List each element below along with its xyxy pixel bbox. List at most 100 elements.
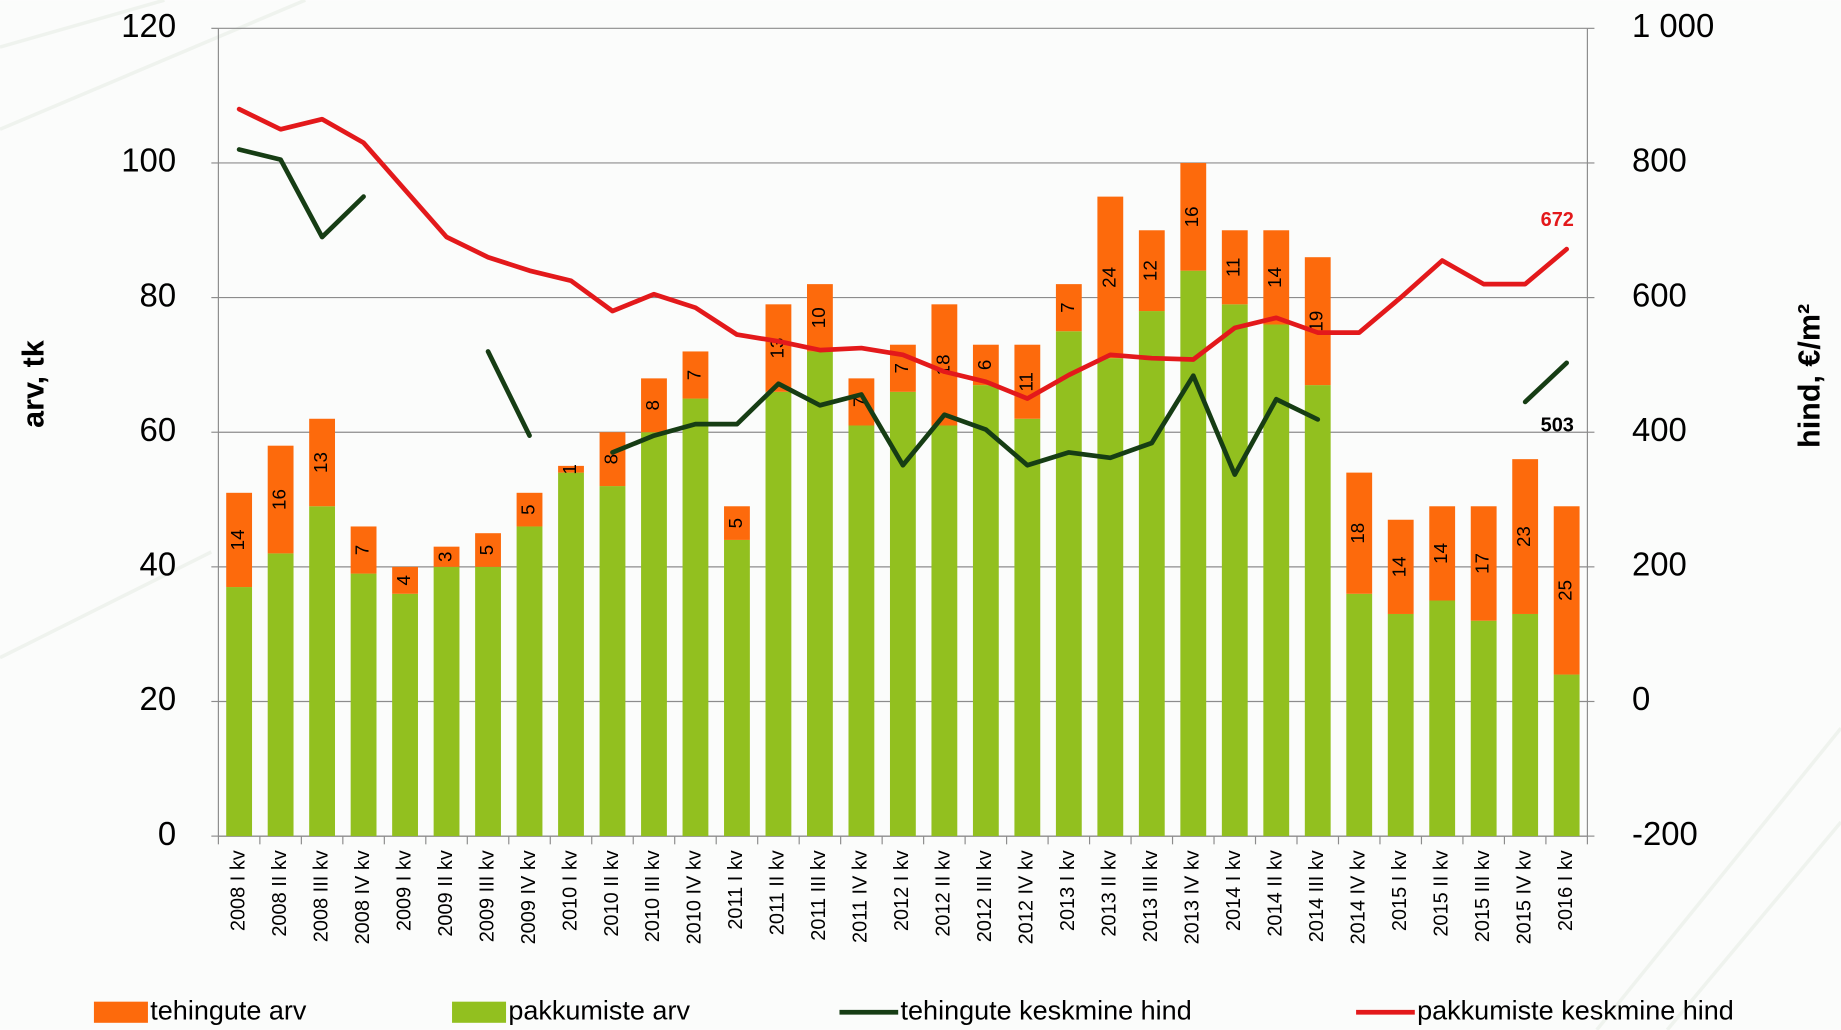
bar-segment — [1221, 304, 1248, 837]
bar-segment — [1055, 331, 1082, 837]
bar-segment — [1429, 600, 1456, 837]
bar-segment — [682, 398, 709, 837]
bar-segment — [392, 593, 418, 837]
x-tick-label: 2010 III kv — [642, 850, 664, 942]
y2-tick-label: 1 000 — [1632, 7, 1714, 44]
x-tick-label: 2012 I kv — [891, 850, 913, 931]
x-tick-label: 2009 II kv — [435, 850, 457, 936]
bar-segment — [309, 506, 336, 837]
data-label: 5 — [517, 504, 538, 514]
bar-segment — [724, 539, 750, 837]
bar-segment — [1553, 674, 1580, 837]
legend-label: pakkumiste keskmine hind — [1417, 995, 1734, 1025]
bar-segment — [765, 304, 792, 392]
data-label: 8 — [600, 454, 621, 464]
bar-segment — [931, 425, 958, 837]
bar-segment — [558, 465, 584, 473]
x-tick-label: 2015 I kv — [1389, 850, 1411, 931]
x-tick-label: 2011 I kv — [725, 850, 747, 929]
x-tick-label: 2011 III kv — [808, 850, 830, 941]
bar-segment — [1470, 620, 1497, 837]
bar-segment — [641, 432, 667, 837]
line-series — [236, 147, 1569, 477]
bar-segment — [641, 378, 667, 433]
bar-segment — [392, 566, 418, 594]
bar-segment — [972, 385, 999, 837]
bar-segment — [1387, 613, 1414, 837]
data-label: 3 — [435, 552, 456, 562]
bar-segment — [1470, 506, 1497, 621]
bar-segment — [682, 351, 709, 399]
y-tick-label: 120 — [121, 7, 176, 44]
data-label: 25 — [1555, 580, 1576, 601]
data-label: 6 — [974, 360, 995, 370]
bar-segment — [1138, 311, 1165, 837]
x-tick-label: 2008 IV kv — [352, 850, 374, 944]
line-series — [236, 106, 1569, 401]
x-tick-label: 2012 II kv — [933, 850, 955, 936]
y-tick-label: 40 — [140, 546, 177, 583]
data-label: 14 — [1430, 543, 1451, 564]
bar-segment — [1553, 506, 1580, 675]
y2-tick-label: -200 — [1632, 815, 1698, 852]
data-label: 10 — [808, 307, 829, 328]
legend-label: tehingute arv — [150, 995, 307, 1025]
x-tick-label: 2011 II kv — [767, 850, 789, 935]
bar-segment — [1055, 284, 1082, 332]
data-label: 16 — [1181, 206, 1202, 227]
x-tick-label: 2016 I kv — [1555, 850, 1577, 931]
bar-segment — [765, 391, 792, 837]
data-label: 23 — [1513, 526, 1534, 547]
data-label: 7 — [1057, 302, 1078, 312]
bar-segment — [599, 432, 626, 487]
bar-segment — [226, 587, 253, 837]
data-label: 13 — [310, 452, 331, 473]
bar-segment — [1097, 196, 1124, 359]
x-tick-label: 2011 IV kv — [850, 850, 872, 943]
x-tick-label: 2009 IV kv — [518, 850, 540, 944]
bar-segment — [516, 526, 543, 837]
data-label: 14 — [1389, 556, 1410, 577]
bar-segment — [1014, 418, 1041, 837]
bar-segment — [1387, 519, 1414, 614]
bar-segment — [1304, 257, 1331, 386]
y-tick-label: 80 — [140, 276, 177, 313]
bar-segment — [1014, 344, 1041, 419]
bar-segment — [475, 566, 501, 837]
y2-tick-label: 800 — [1632, 142, 1687, 179]
bar-segment — [433, 566, 460, 837]
x-tick-label: 2013 IV kv — [1182, 850, 1204, 944]
bar-segment — [848, 378, 875, 426]
x-tick-label: 2012 IV kv — [1016, 850, 1038, 944]
y2-tick-label: 0 — [1632, 680, 1650, 717]
bar-segment — [807, 351, 833, 837]
data-label: 11 — [1015, 372, 1036, 391]
x-tick-label: 2009 I kv — [393, 850, 415, 931]
line-end-label: 672 — [1541, 209, 1574, 231]
x-tick-label: 2010 II kv — [601, 850, 623, 936]
x-tick-label: 2014 IV kv — [1347, 850, 1369, 944]
x-tick-label: 2008 III kv — [310, 850, 332, 942]
bar-segment — [1263, 230, 1290, 325]
x-tick-label: 2008 II kv — [269, 850, 291, 936]
x-tick-label: 2013 III kv — [1140, 850, 1162, 942]
bar-segment — [1512, 613, 1539, 837]
bar-segment — [1180, 270, 1207, 837]
data-label: 18 — [1347, 523, 1368, 544]
x-tick-label: 2013 II kv — [1099, 850, 1121, 936]
data-label: 8 — [642, 400, 663, 410]
data-label: 24 — [1098, 267, 1119, 288]
data-label: 19 — [1306, 311, 1327, 332]
bar-segment — [516, 492, 543, 527]
x-tick-label: 2009 III kv — [476, 850, 498, 942]
x-tick-label: 2010 I kv — [559, 850, 581, 931]
bar-segment — [807, 284, 833, 352]
bar-segment — [1346, 472, 1373, 594]
bar-segment — [848, 425, 875, 837]
data-label: 1 — [559, 464, 580, 474]
x-tick-label: 2014 III kv — [1306, 850, 1328, 942]
x-tick-label: 2014 II kv — [1265, 850, 1287, 936]
data-label: 16 — [269, 489, 290, 510]
